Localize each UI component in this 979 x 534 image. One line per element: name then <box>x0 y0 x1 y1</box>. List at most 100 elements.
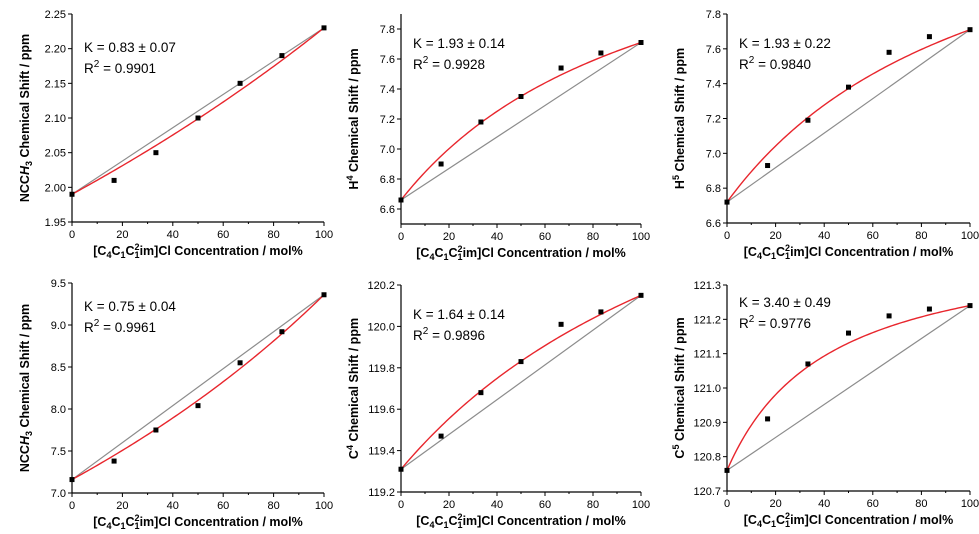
xlabel-part: [C <box>93 515 106 529</box>
x-tick-label: 40 <box>167 500 179 512</box>
data-point <box>398 197 404 203</box>
xlabel-sub: 4 <box>757 251 762 261</box>
annotation-r2-sup: 2 <box>423 55 429 66</box>
y-tick-label: 7.4 <box>706 79 721 91</box>
x-tick-label: 40 <box>818 230 830 242</box>
y-axis-label: C4 Chemical Shift / ppm <box>345 318 361 459</box>
x-tick-label: 0 <box>69 500 75 512</box>
y-tick-label: 2.00 <box>45 182 66 194</box>
x-tick-label: 60 <box>217 229 229 241</box>
x-tick-label: 0 <box>724 230 730 242</box>
data-point <box>846 84 851 90</box>
data-point <box>478 119 484 125</box>
xlabel-part: C <box>449 246 458 260</box>
xlabel-sub: 1 <box>135 521 140 529</box>
xlabel-part: C <box>111 515 120 529</box>
x-tick-label: 20 <box>116 229 128 241</box>
linear-reference-line <box>400 294 642 470</box>
data-point <box>886 313 892 319</box>
annotation-r2-label: R <box>84 320 94 335</box>
data-point <box>886 49 892 55</box>
y-tick-label: 120.9 <box>693 417 721 429</box>
data-point <box>638 40 644 45</box>
data-point <box>237 360 243 366</box>
x-axis-label: [C4C1C2 1im]Cl Concentration / mol% <box>93 242 303 260</box>
data-point <box>153 150 159 156</box>
data-point <box>438 433 444 439</box>
xlabel-part: C <box>776 513 785 527</box>
y-tick-label: 121.2 <box>693 314 721 326</box>
x-tick-label: 80 <box>587 231 599 243</box>
data-point <box>111 458 117 464</box>
x-tick-label: 80 <box>915 498 927 510</box>
annotation-r2-value: = 0.9901 <box>99 61 156 76</box>
annotation-r2: R2 = 0.9776 <box>739 314 811 331</box>
xlabel-part: C <box>126 244 135 258</box>
annotation-r2: R2 = 0.9961 <box>84 318 156 335</box>
x-tick-label: 0 <box>398 499 404 511</box>
xlabel-sub: 1 <box>458 520 463 529</box>
y-tick-label: 2.15 <box>45 78 66 90</box>
y-tick-label: 7.8 <box>706 9 721 21</box>
x-tick-label: 20 <box>116 500 128 512</box>
annotation-r2-sup: 2 <box>749 55 755 66</box>
chart-panel-bottom-middle: 0 20 40 60 80 100 119.2 119.4 119.6 119.8 120.0 120… <box>345 280 650 530</box>
x-tick-label: 100 <box>632 231 650 243</box>
y-tick-label: 7.2 <box>706 114 721 126</box>
data-point <box>279 53 285 59</box>
fit-curve <box>726 304 971 471</box>
linear-reference-line <box>726 305 971 471</box>
data-point <box>967 27 973 33</box>
x-tick-label: 100 <box>961 230 979 242</box>
y-tick-label: 120.0 <box>367 321 395 333</box>
data-point <box>478 390 484 396</box>
y-axis-label: C5 Chemical Shift / ppm <box>671 317 687 458</box>
y-tick-label: 9.5 <box>51 278 66 290</box>
chart-panel-top-middle: 0 20 40 60 80 100 6.6 6.8 7.0 7.2 7.4 7.6 7.8 K = 1.9… <box>345 14 650 262</box>
x-tick-label: 40 <box>167 229 179 241</box>
data-point <box>765 416 771 422</box>
annotation-r2-label: R <box>413 57 423 72</box>
data-point <box>558 65 564 71</box>
xlabel-part: C <box>126 515 135 529</box>
y-tick-label: 7.8 <box>380 24 395 36</box>
chart-panel-top-right: 0 20 40 60 80 100 6.6 6.8 7.0 7.2 7.4 7.6 7.8 K = 1.9… <box>671 9 979 261</box>
data-point <box>598 309 604 315</box>
data-point <box>153 427 159 433</box>
data-point <box>638 292 644 298</box>
x-tick-label: 40 <box>818 498 830 510</box>
x-tick-label: 20 <box>443 231 455 243</box>
x-axis-label: [C4C1C2 1im]Cl Concentration / mol% <box>744 511 954 529</box>
annotation-k: K = 0.83 ± 0.07 <box>84 40 176 55</box>
data-point <box>724 467 730 473</box>
x-tick-label: 20 <box>769 230 781 242</box>
data-point <box>398 466 404 472</box>
data-point <box>598 50 604 56</box>
y-tick-label: 119.6 <box>368 404 395 416</box>
data-point <box>967 303 973 309</box>
annotation-k: K = 1.93 ± 0.14 <box>413 36 505 51</box>
xlabel-sub: 1 <box>443 252 448 262</box>
xlabel-sub: 1 <box>771 251 776 261</box>
data-point <box>69 191 75 197</box>
y-tick-label: 8.0 <box>51 404 66 416</box>
y-tick-label: 7.0 <box>706 148 721 160</box>
y-tick-label: 1.95 <box>45 217 66 229</box>
data-point <box>237 80 243 86</box>
y-tick-label: 8.5 <box>51 362 66 374</box>
annotation-k: K = 1.93 ± 0.22 <box>739 36 831 51</box>
data-point <box>195 115 201 121</box>
annotation-k: K = 3.40 ± 0.49 <box>739 295 831 310</box>
xlabel-part: [C <box>416 514 429 528</box>
x-tick-label: 40 <box>491 231 503 243</box>
y-tick-label: 6.8 <box>706 183 721 195</box>
y-tick-label: 121.3 <box>693 280 721 292</box>
linear-reference-line <box>71 294 325 481</box>
ylabel-part: H <box>18 165 32 175</box>
annotation-r2: R2 = 0.9896 <box>413 326 485 343</box>
y-tick-label: 120.7 <box>693 486 721 498</box>
ylabel-sub: 3 <box>24 431 34 436</box>
x-tick-label: 60 <box>539 231 551 243</box>
annotation-r2: R2 = 0.9840 <box>739 55 811 72</box>
xlabel-sub: 4 <box>757 519 762 529</box>
